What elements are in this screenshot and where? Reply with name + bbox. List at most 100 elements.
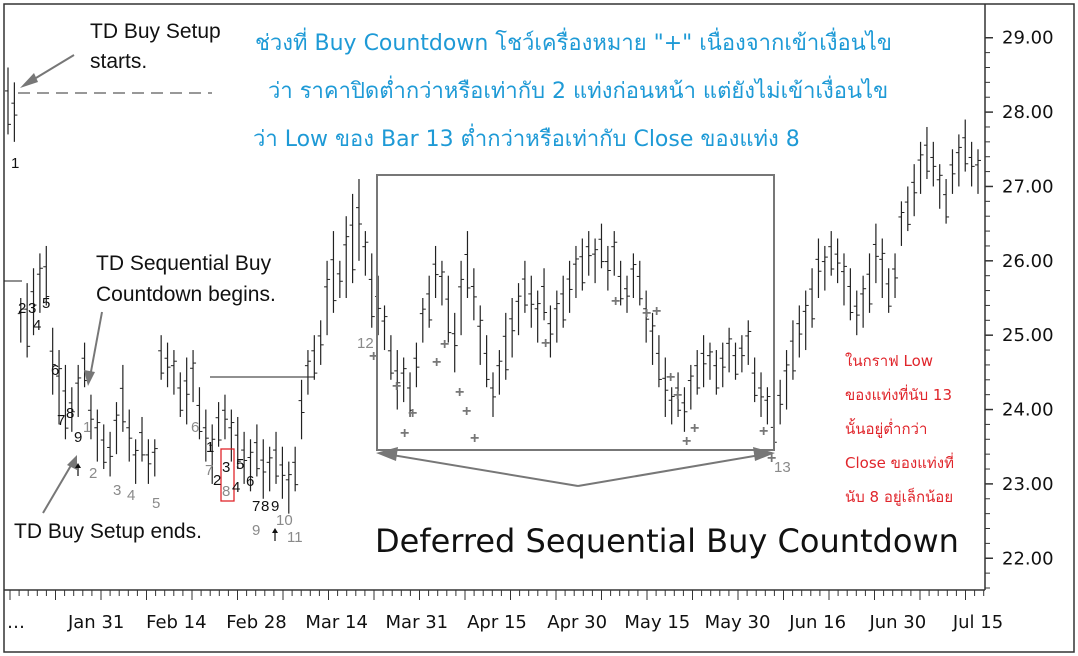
price-bar: [758, 372, 765, 417]
x-tick-label: Apr 30: [547, 612, 607, 633]
price-bar: [451, 312, 458, 373]
price-bar: [547, 305, 554, 358]
x-tick-label: May 15: [624, 612, 690, 633]
price-bar: [209, 424, 216, 484]
price-bar: [860, 275, 867, 328]
price-bar: [266, 446, 273, 492]
deferred-arrow-left-head: [376, 447, 398, 461]
thai-note-line-3: ว่า Low ของ Bar 13 ต่ำกว่าหรือเท่ากับ Cl…: [253, 123, 800, 152]
price-bar: [330, 231, 337, 313]
setup-ends-arrow: [42, 461, 74, 514]
price-bar: [611, 231, 618, 276]
price-bar: [840, 253, 847, 306]
price-bar: [866, 253, 873, 313]
count-label: 5: [236, 456, 244, 473]
price-bar: [394, 350, 401, 410]
price-bar: [75, 364, 82, 417]
price-bar: [732, 342, 739, 380]
plus-marker: +: [666, 369, 675, 386]
count-label: 9: [74, 429, 82, 446]
price-bar: [49, 327, 56, 395]
count-label: 7: [57, 412, 65, 429]
price-bar: [560, 275, 567, 328]
y-tick-label: 24.00: [1002, 400, 1054, 421]
price-bar: [751, 357, 758, 403]
count-label: 2: [89, 465, 97, 482]
plus-marker: +: [759, 423, 768, 440]
x-tick-label: Feb 14: [146, 612, 207, 633]
countdown-begins-label-2: Countdown begins.: [96, 283, 276, 306]
price-bar: [170, 350, 177, 395]
x-tick-label: Jul 15: [952, 612, 1003, 633]
count-label: 8: [222, 483, 230, 500]
price-bar: [183, 357, 190, 425]
x-tick-label: Mar 14: [305, 612, 368, 633]
price-bar: [655, 335, 662, 388]
count-label: 2: [18, 300, 26, 317]
price-bar: [662, 357, 669, 417]
plus-marker: +: [673, 387, 682, 404]
price-bar: [630, 253, 637, 298]
plus-marker: +: [408, 405, 417, 422]
price-bar: [738, 335, 745, 373]
price-bar: [694, 350, 701, 395]
countdown-begins-arrow: [89, 311, 103, 378]
price-bar: [892, 253, 899, 298]
y-tick-label: 29.00: [1002, 28, 1054, 49]
price-bar: [107, 431, 114, 477]
setup-starts-label-1: TD Buy Setup: [90, 20, 221, 43]
price-bar: [528, 275, 535, 328]
price-bar: [43, 245, 50, 306]
price-bar: [719, 342, 726, 388]
price-bar: [202, 409, 209, 462]
count-label: 2: [213, 472, 221, 489]
count-label: 8: [66, 405, 74, 422]
price-bar: [253, 424, 260, 477]
price-bar: [285, 461, 292, 514]
red-note-line-1: ในกราฟ Low: [845, 352, 933, 370]
price-bar: [368, 253, 375, 328]
price-bar: [311, 335, 318, 380]
price-bar: [426, 275, 433, 328]
plus-marker: +: [652, 303, 661, 320]
plus-marker: +: [642, 305, 651, 322]
price-bar: [592, 238, 599, 284]
price-bar: [381, 305, 388, 351]
price-bar: [879, 238, 886, 298]
plus-marker: +: [611, 293, 620, 310]
plus-marker: +: [462, 403, 471, 420]
price-bar: [700, 335, 707, 388]
deferred-arrow-right-head: [753, 447, 775, 461]
x-tick-label: Mar 31: [386, 612, 449, 633]
price-bar: [502, 312, 509, 380]
price-bar: [585, 231, 592, 276]
price-bar: [796, 305, 803, 358]
price-bar: [132, 439, 139, 484]
price-bar: [324, 260, 331, 336]
red-highlight-box: [220, 448, 235, 502]
price-bar: [36, 253, 43, 313]
price-bar: [196, 387, 203, 440]
price-bar: [317, 320, 324, 365]
x-tick-label: Jun 30: [868, 612, 926, 633]
red-note-line-2: ของแท่งที่นับ 13: [845, 384, 952, 404]
price-bar: [24, 283, 31, 358]
up-arrow-small-2-head: [272, 528, 278, 533]
price-bar: [62, 364, 69, 440]
price-bar: [572, 245, 579, 298]
price-bar: [464, 231, 471, 298]
plus-marker: +: [432, 354, 441, 371]
price-bar: [496, 350, 503, 395]
price-bar: [419, 298, 426, 343]
y-tick-label: 25.00: [1002, 325, 1054, 346]
price-bar: [273, 431, 280, 484]
price-bar: [955, 134, 962, 187]
price-bar: [477, 305, 484, 365]
price-bar: [828, 231, 835, 276]
price-bar: [119, 364, 126, 432]
price-bar: [904, 186, 911, 232]
price-bar: [930, 141, 937, 187]
y-tick-label: 22.00: [1002, 548, 1054, 569]
price-bar: [834, 238, 841, 284]
count-label: 9: [252, 522, 260, 539]
